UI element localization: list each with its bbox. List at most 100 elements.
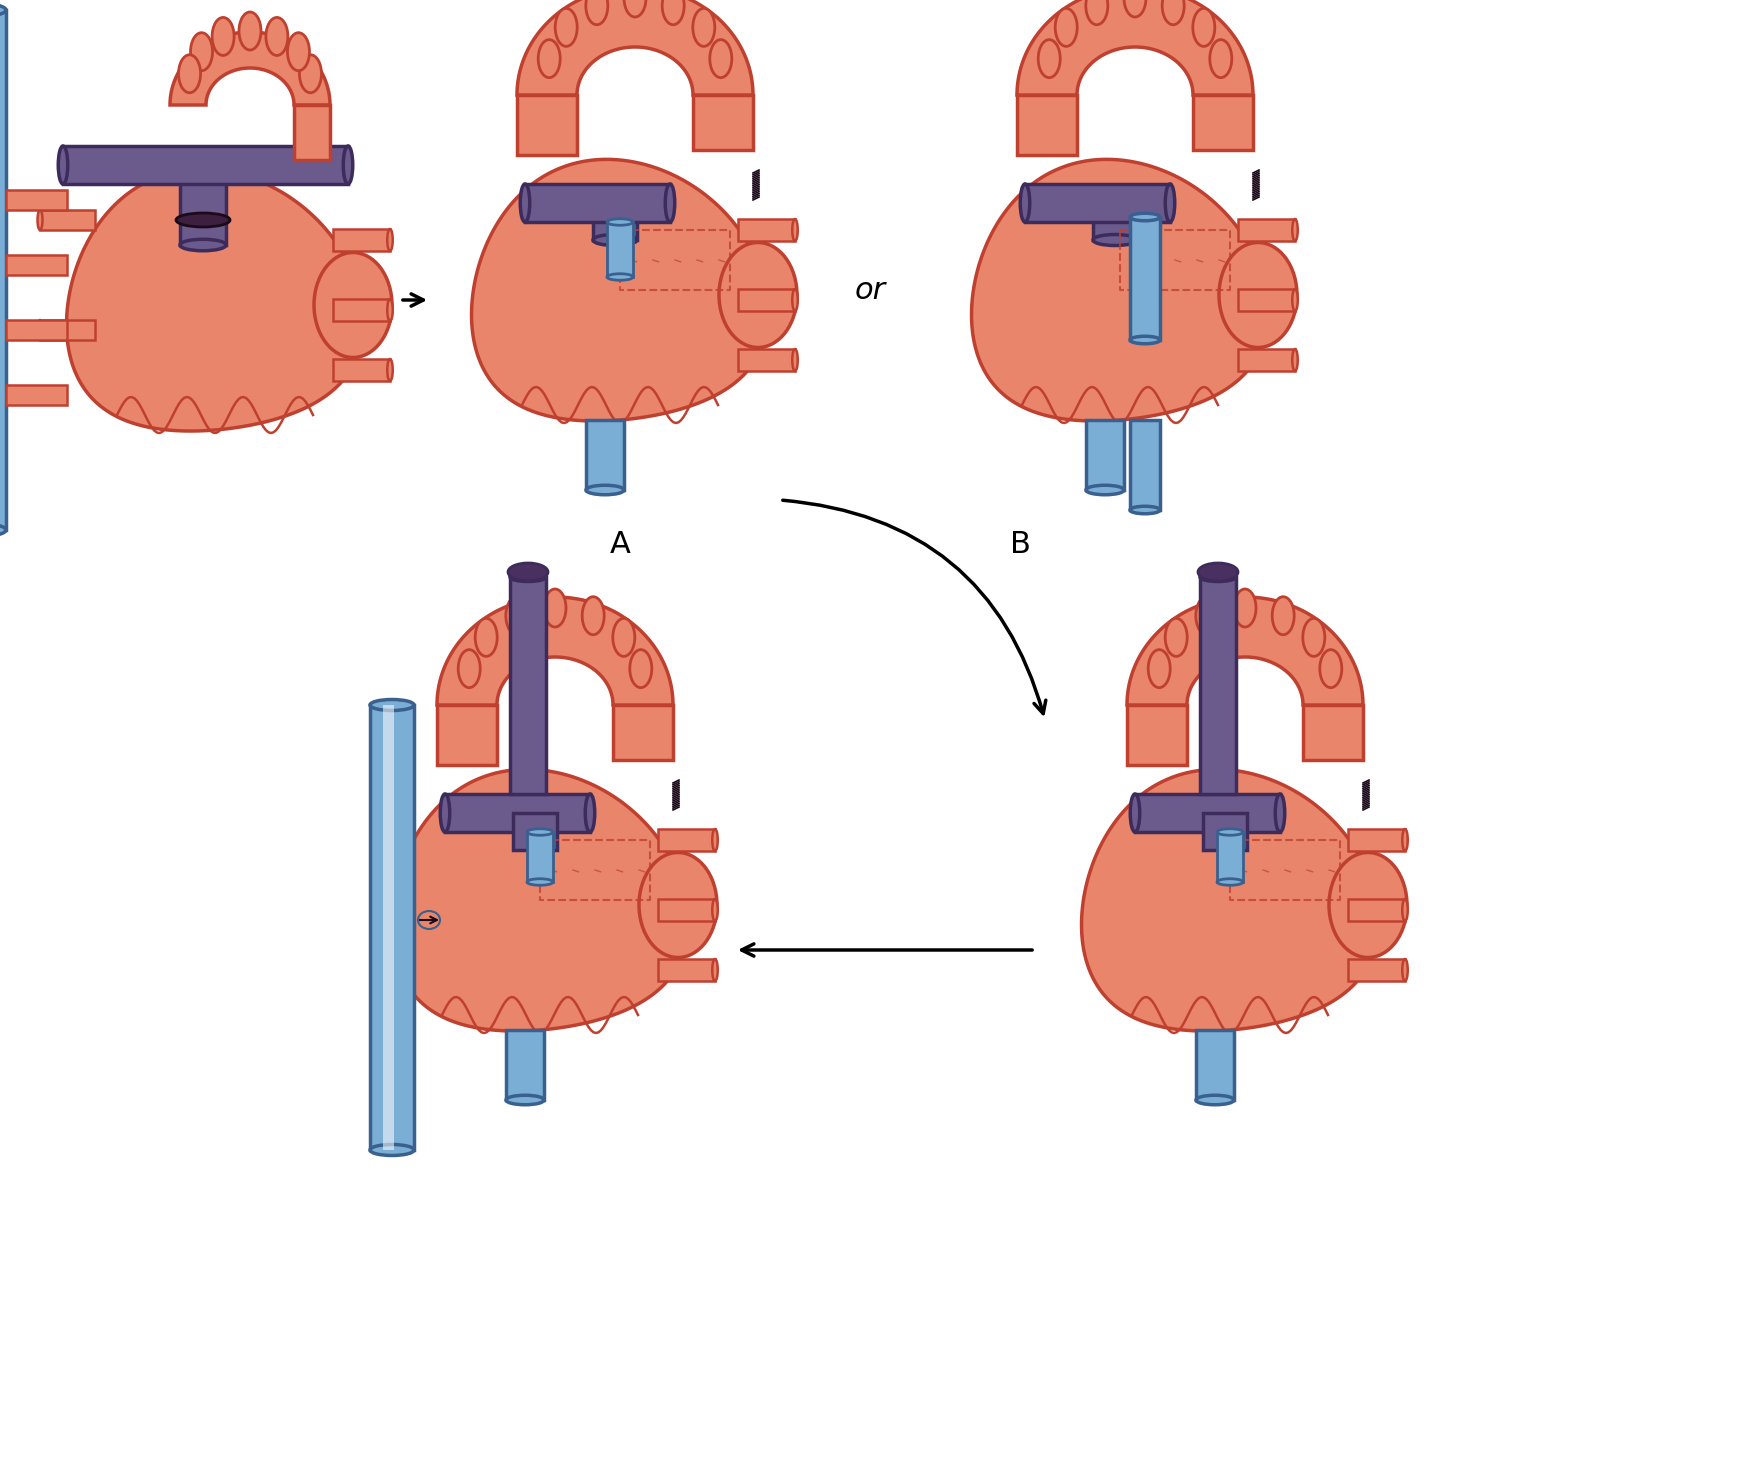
Ellipse shape [1193,9,1214,46]
Ellipse shape [1402,830,1409,852]
Ellipse shape [459,649,480,688]
Bar [1127,706,1188,765]
Ellipse shape [1165,618,1188,657]
Bar [1135,794,1281,832]
Bar [1204,813,1247,850]
Ellipse shape [180,239,226,251]
Polygon shape [170,32,329,105]
Ellipse shape [238,12,261,50]
Ellipse shape [1148,649,1170,688]
Ellipse shape [1125,0,1146,18]
Bar [370,706,413,1150]
Ellipse shape [58,146,68,184]
Ellipse shape [370,1144,413,1156]
Polygon shape [471,159,769,421]
Ellipse shape [506,596,527,635]
Bar [659,830,715,852]
Ellipse shape [606,218,632,226]
Ellipse shape [1319,649,1342,688]
Bar [1347,959,1405,982]
Ellipse shape [692,9,715,46]
Ellipse shape [613,618,634,657]
Ellipse shape [1303,618,1325,657]
Ellipse shape [718,242,797,347]
Bar [1193,94,1253,151]
Ellipse shape [792,348,797,370]
Ellipse shape [1130,794,1141,832]
Ellipse shape [475,618,498,657]
Bar [694,94,753,151]
Bar [659,959,715,982]
Ellipse shape [792,218,797,241]
Ellipse shape [1093,198,1137,208]
Bar [40,320,95,339]
Ellipse shape [1233,589,1256,627]
Ellipse shape [300,55,321,93]
Ellipse shape [1402,959,1409,982]
Ellipse shape [639,853,717,958]
Ellipse shape [1275,794,1284,832]
Ellipse shape [1165,184,1176,221]
Ellipse shape [606,273,632,280]
Bar [738,289,795,311]
Ellipse shape [508,562,548,582]
Ellipse shape [1272,596,1295,635]
Ellipse shape [592,198,638,208]
Bar [510,577,547,794]
Ellipse shape [370,700,413,710]
Ellipse shape [1197,1095,1233,1104]
Ellipse shape [1020,184,1030,221]
Bar [506,1030,545,1100]
Bar [1347,899,1405,921]
Ellipse shape [314,252,392,357]
Ellipse shape [387,300,392,320]
Ellipse shape [713,830,718,852]
Ellipse shape [1219,242,1296,347]
Bar [1347,830,1405,852]
Bar [5,385,67,404]
Bar [1239,218,1295,241]
Bar [63,146,349,184]
Bar [445,794,590,832]
Bar [5,190,67,210]
Bar [0,10,5,530]
Text: A: A [610,530,631,559]
Ellipse shape [545,589,566,627]
Ellipse shape [266,18,287,56]
Ellipse shape [1198,562,1239,582]
Ellipse shape [1130,337,1160,344]
Ellipse shape [1218,878,1242,886]
Bar [1218,832,1242,883]
Ellipse shape [538,40,561,78]
Ellipse shape [1402,899,1409,921]
Ellipse shape [212,18,235,56]
Ellipse shape [1130,213,1160,221]
Bar [294,105,329,159]
Polygon shape [436,596,673,706]
Ellipse shape [555,9,576,46]
Bar [333,300,391,320]
Ellipse shape [713,899,718,921]
Bar [5,255,67,275]
Ellipse shape [527,878,554,886]
Bar [738,348,795,370]
Polygon shape [1081,769,1379,1032]
Ellipse shape [343,146,352,184]
Ellipse shape [1293,348,1298,370]
Ellipse shape [1200,573,1235,582]
Bar [5,320,67,339]
Ellipse shape [287,32,310,71]
Ellipse shape [713,959,718,982]
Bar [1303,706,1363,760]
Bar [1239,348,1295,370]
Bar [613,706,673,760]
Ellipse shape [592,235,638,245]
Ellipse shape [1093,235,1137,245]
Polygon shape [972,159,1268,421]
Ellipse shape [582,596,604,635]
Bar [517,94,576,155]
Ellipse shape [1162,0,1184,25]
Bar [1239,289,1295,311]
Bar [384,706,394,1150]
Polygon shape [1127,596,1363,706]
